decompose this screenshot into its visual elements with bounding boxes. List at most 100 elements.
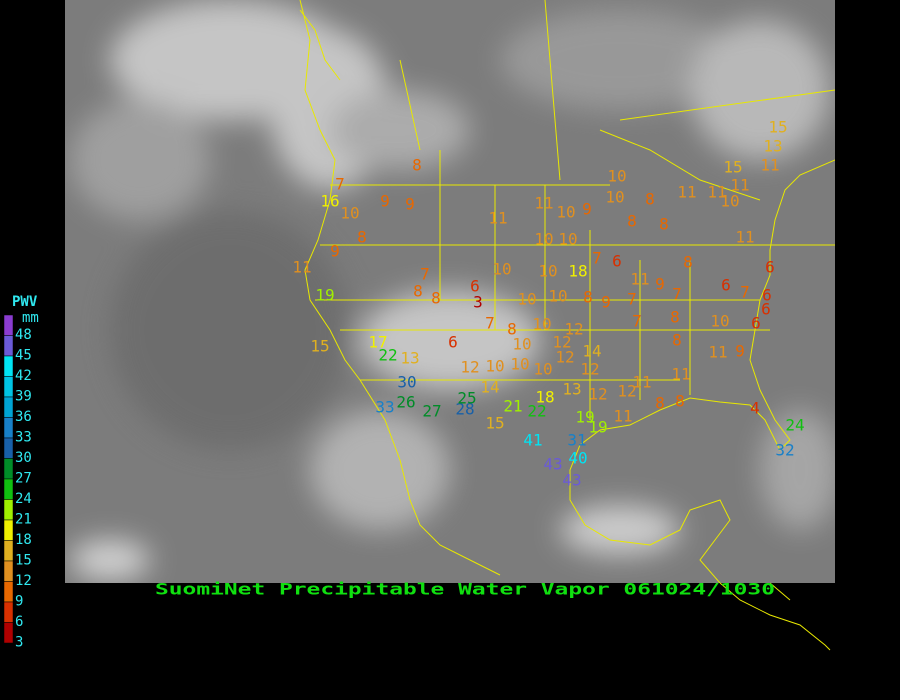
station-value: 8: [413, 282, 423, 301]
station-value: 19: [575, 408, 594, 427]
legend-label: 33: [15, 430, 32, 446]
station-value: 12: [588, 385, 607, 404]
station-value: 31: [567, 431, 586, 450]
station-value: 8: [659, 215, 669, 234]
station-value: 9: [735, 342, 745, 361]
station-value: 6: [721, 276, 731, 295]
legend-swatch: [3, 519, 14, 541]
station-value: 12: [564, 320, 583, 339]
legend-swatch: [3, 499, 14, 521]
legend-swatch: [3, 560, 14, 582]
legend-swatch: [3, 417, 14, 439]
station-value: 11: [730, 176, 749, 195]
station-value: 12: [580, 360, 599, 379]
station-value: 12: [552, 333, 571, 352]
station-value: 10: [710, 312, 729, 331]
station-value: 19: [315, 286, 334, 305]
station-value: 24: [785, 416, 804, 435]
station-value: 6: [761, 300, 771, 319]
station-value: 12: [460, 358, 479, 377]
station-value: 8: [655, 394, 665, 413]
station-value: 15: [310, 337, 329, 356]
station-value: 22: [527, 402, 546, 421]
legend-label: 3: [15, 635, 23, 651]
legend-label: 36: [15, 409, 32, 425]
legend-title: PWV: [12, 294, 38, 310]
station-value: 8: [672, 331, 682, 350]
station-value: 13: [562, 380, 581, 399]
station-value: 6: [762, 286, 772, 305]
station-value: 10: [556, 203, 575, 222]
station-value: 8: [412, 156, 422, 175]
legend-swatch: [3, 335, 14, 357]
station-value: 11: [708, 343, 727, 362]
station-value: 7: [420, 265, 430, 284]
station-value: 10: [485, 357, 504, 376]
coastline: [719, 582, 831, 651]
station-value: 7: [335, 175, 345, 194]
station-value: 8: [507, 320, 517, 339]
station-value: 13: [400, 349, 419, 368]
station-value: 4: [750, 399, 760, 418]
legend-swatch: [3, 540, 14, 562]
station-value: 7: [592, 249, 602, 268]
station-value: 43: [562, 471, 581, 490]
station-value: 10: [538, 262, 557, 281]
station-value: 8: [645, 190, 655, 209]
legend-label: 21: [15, 512, 32, 528]
station-value: 27: [422, 402, 441, 421]
station-value: 9: [330, 242, 340, 261]
station-value: 10: [510, 355, 529, 374]
station-value: 33: [375, 398, 394, 417]
legend-label: 42: [15, 368, 32, 384]
station-value: 41: [523, 431, 542, 450]
legend-label: 27: [15, 471, 32, 487]
legend-swatch: [3, 601, 14, 623]
legend-label: 30: [15, 450, 32, 466]
legend-swatch: [3, 458, 14, 480]
station-value: 40: [568, 449, 587, 468]
legend-swatch: [3, 376, 14, 398]
station-value: 7: [485, 314, 495, 333]
station-value: 9: [405, 195, 415, 214]
station-value: 26: [396, 393, 415, 412]
station-value: 17: [368, 333, 387, 352]
station-value: 8: [683, 253, 693, 272]
legend-label: 45: [15, 348, 32, 364]
station-value: 18: [535, 388, 554, 407]
station-value: 6: [448, 333, 458, 352]
legend-label: 6: [15, 614, 23, 630]
station-value: 11: [671, 365, 690, 384]
station-value: 15: [723, 158, 742, 177]
station-value: 11: [760, 156, 779, 175]
station-value: 11: [630, 270, 649, 289]
station-value: 32: [775, 441, 794, 460]
station-value: 10: [533, 360, 552, 379]
station-value: 10: [720, 192, 739, 211]
station-value: 9: [582, 200, 592, 219]
station-value: 11: [534, 194, 553, 213]
station-value: 13: [763, 137, 782, 156]
station-value: 9: [601, 293, 611, 312]
legend-label: 24: [15, 491, 32, 507]
station-value: 6: [470, 277, 480, 296]
station-value: 7: [672, 285, 682, 304]
legend-label: 39: [15, 389, 32, 405]
station-value: 10: [532, 315, 551, 334]
station-value: 21: [503, 397, 522, 416]
station-value: 9: [655, 275, 665, 294]
station-value: 10: [605, 188, 624, 207]
station-value: 6: [765, 258, 775, 277]
station-value: 11: [707, 183, 726, 202]
station-value: 8: [627, 212, 637, 231]
station-value: 8: [357, 228, 367, 247]
station-value: 10: [517, 290, 536, 309]
station-value: 11: [677, 183, 696, 202]
station-value: 10: [548, 287, 567, 306]
station-value: 11: [735, 228, 754, 247]
station-value: 11: [613, 407, 632, 426]
station-value: 10: [340, 204, 359, 223]
